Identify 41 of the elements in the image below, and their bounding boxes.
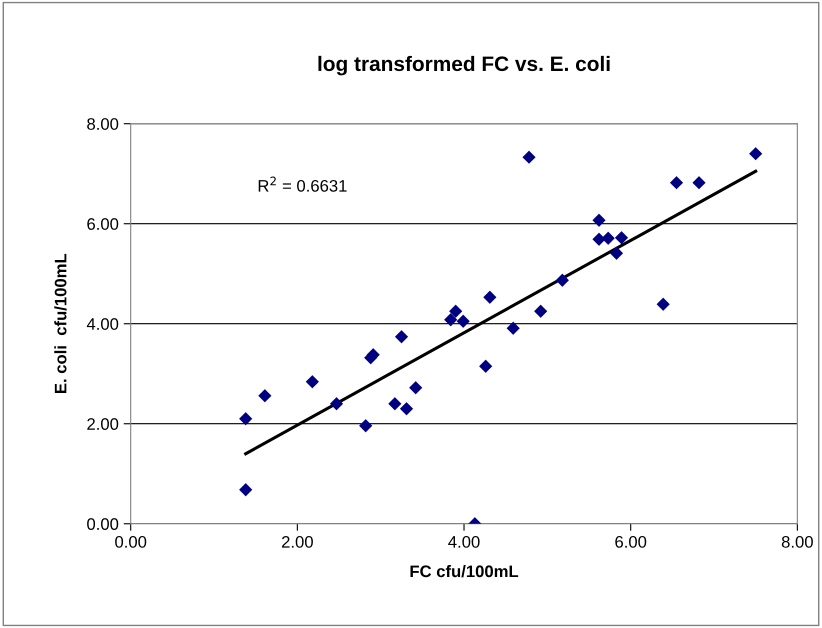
y-tick-label: 8.00 <box>87 118 118 130</box>
x-tick-label: 0.00 <box>115 536 146 548</box>
x-tick-label: 4.00 <box>448 536 480 548</box>
point <box>330 397 344 410</box>
point <box>506 322 520 335</box>
point <box>610 246 624 260</box>
point <box>692 176 706 190</box>
point <box>556 274 569 287</box>
x-tick-label: 6.00 <box>615 536 646 548</box>
point <box>394 330 408 344</box>
point <box>656 298 670 311</box>
point <box>592 214 606 227</box>
point <box>388 397 402 410</box>
point <box>449 304 462 318</box>
point <box>409 381 422 394</box>
point <box>239 483 252 496</box>
point <box>359 419 372 432</box>
point <box>522 150 536 164</box>
point <box>483 290 496 304</box>
point <box>239 412 252 426</box>
y-tick-label: 2.00 <box>87 418 118 430</box>
y-axis-title: E. coli cfu/100mL <box>54 254 67 394</box>
x-axis-title: FC cfu/100mL <box>410 564 518 578</box>
y-tick-label: 0.00 <box>87 518 118 530</box>
y-tick-label: 6.00 <box>87 218 118 230</box>
annotation: R$^{2}$ = 0.6631 <box>258 176 347 192</box>
y-tick-label: 4.00 <box>86 318 118 330</box>
point <box>749 147 762 160</box>
point <box>400 402 414 416</box>
point <box>479 360 492 373</box>
point <box>444 313 458 326</box>
point <box>258 389 272 402</box>
chart-title: log transformed FC vs. E. coli <box>318 56 610 76</box>
point <box>456 314 470 328</box>
x-tick-label: 2.00 <box>282 536 313 548</box>
point <box>614 231 628 244</box>
point <box>306 375 319 388</box>
point <box>534 304 548 318</box>
x-tick-label: 8.00 <box>782 536 813 548</box>
point <box>602 232 615 245</box>
point <box>670 176 684 190</box>
